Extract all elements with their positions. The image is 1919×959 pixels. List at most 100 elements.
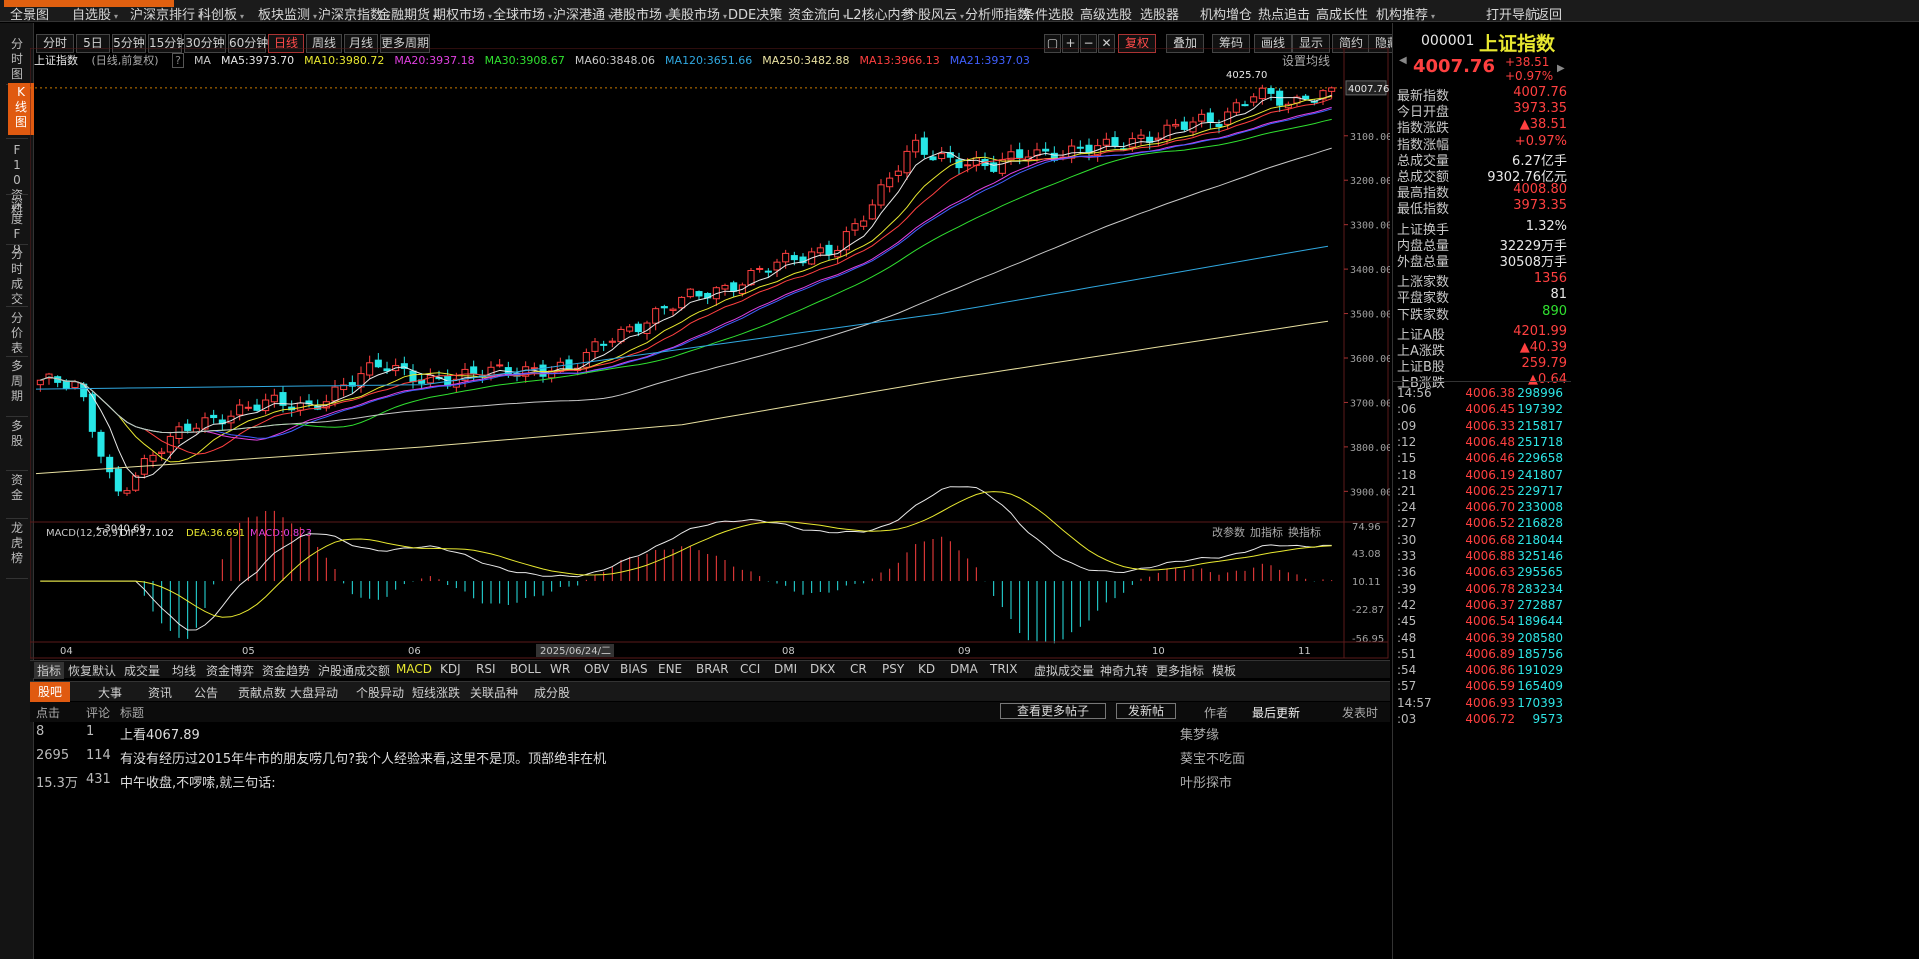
candle-body bbox=[88, 393, 96, 432]
indicator-tab-12[interactable]: OBV bbox=[584, 662, 610, 676]
indicator-tab-27[interactable]: 模板 bbox=[1212, 664, 1237, 678]
menu-item-15[interactable]: 个股风云 ▾ bbox=[905, 4, 964, 23]
indicator-tab-2[interactable]: 成交量 bbox=[124, 664, 161, 678]
indicator-tab-25[interactable]: 神奇九转 bbox=[1100, 664, 1149, 678]
left-tab-9[interactable]: 龙虎榜 bbox=[6, 519, 28, 575]
post-author[interactable]: 集梦缘 bbox=[1180, 728, 1220, 743]
menu-item-3[interactable]: 科创板 ▾ bbox=[198, 4, 244, 23]
indicator-tab-18[interactable]: DKX bbox=[810, 662, 836, 676]
indicator-tab-9[interactable]: RSI bbox=[476, 662, 496, 676]
bottom-tab-8[interactable]: 关联品种 bbox=[470, 686, 519, 700]
menu-item-10[interactable]: 港股市场 ▾ bbox=[610, 4, 669, 23]
menu-item-5[interactable]: 沪深京指数 ▾ bbox=[318, 4, 390, 23]
post-row[interactable]: 15.3万 431 中午收盘,不啰嗦,就三句话: 叶彤探市 bbox=[30, 772, 1380, 792]
left-tab-5[interactable]: 分价表 bbox=[6, 309, 28, 355]
menu-item-17[interactable]: 条件选股 bbox=[1022, 4, 1074, 23]
indicator-tab-17[interactable]: DMI bbox=[774, 662, 798, 676]
menu-item-14[interactable]: L2核心内参 bbox=[846, 4, 914, 23]
indicator-tab-13[interactable]: BIAS bbox=[620, 662, 648, 676]
indicator-tab-26[interactable]: 更多指标 bbox=[1156, 664, 1205, 678]
menu-item-11[interactable]: 美股市场 ▾ bbox=[668, 4, 727, 23]
left-tab-8[interactable]: 资金 bbox=[6, 471, 28, 515]
post-title[interactable]: 上看4067.89 bbox=[120, 728, 200, 743]
left-tab-6[interactable]: 多周期 bbox=[6, 357, 28, 413]
left-tab-2[interactable]: F10资料 bbox=[6, 141, 28, 217]
menu-item-6[interactable]: 金融期货 ▾ bbox=[378, 4, 437, 23]
left-tab-label: 分时图 bbox=[10, 37, 23, 81]
menu-item-16[interactable]: 分析师指数 bbox=[965, 4, 1030, 23]
indicator-tab-0[interactable]: 指标 bbox=[34, 662, 65, 679]
macd-button-0[interactable]: 改参数 bbox=[1212, 525, 1245, 539]
bottom-tab-6[interactable]: 个股异动 bbox=[356, 686, 405, 700]
indicator-tab-5[interactable]: 资金趋势 bbox=[262, 664, 311, 678]
menu-item-20[interactable]: 机构增仓 bbox=[1200, 4, 1252, 23]
bottom-tab-7[interactable]: 短线涨跌 bbox=[412, 686, 461, 700]
bottom-tab-4[interactable]: 贡献点数 bbox=[238, 686, 287, 700]
menu-item-25[interactable]: 返回 bbox=[1536, 4, 1562, 23]
menu-item-12[interactable]: DDE决策 bbox=[728, 4, 782, 23]
macd-button-2[interactable]: 换指标 bbox=[1288, 525, 1321, 539]
post-row[interactable]: 8 1 上看4067.89 集梦缘 bbox=[30, 724, 1380, 744]
indicator-tab-8[interactable]: KDJ bbox=[440, 662, 461, 676]
settings-icon[interactable]: ? bbox=[172, 53, 184, 68]
menu-item-13[interactable]: 资金流向 ▾ bbox=[788, 4, 847, 23]
menu-item-4[interactable]: 板块监测 ▾ bbox=[258, 4, 317, 23]
menu-item-23[interactable]: 机构推荐 ▾ bbox=[1376, 4, 1435, 23]
indicator-tab-6[interactable]: 沪股通成交额 bbox=[318, 664, 391, 678]
indicator-tab-15[interactable]: BRAR bbox=[696, 662, 729, 676]
menu-item-8[interactable]: 全球市场 ▾ bbox=[493, 4, 552, 23]
left-tab-3[interactable]: 深度F9 bbox=[6, 195, 28, 256]
left-tab-0[interactable]: 分时图 bbox=[6, 35, 28, 81]
left-tab-4[interactable]: 分时成交 bbox=[6, 245, 28, 306]
menu-item-22[interactable]: 高成长性 bbox=[1316, 4, 1368, 23]
bottom-tab-5[interactable]: 大盘异动 bbox=[290, 686, 339, 700]
bottom-tab-1[interactable]: 大事 bbox=[98, 686, 123, 700]
menu-item-label: 全景图 bbox=[10, 8, 50, 23]
menu-item-19[interactable]: 选股器 bbox=[1140, 4, 1179, 23]
next-arrow-icon[interactable]: ▶ bbox=[1557, 63, 1565, 74]
kline-chart[interactable]: 3900.00 3800.00 3700.00 3600.00 3500.00 3400.… bbox=[30, 48, 1390, 660]
menu-item-1[interactable]: 自选股 ▾ bbox=[72, 4, 118, 23]
indicator-tab-4[interactable]: 资金博弈 bbox=[206, 664, 255, 678]
header-latest[interactable]: 最后更新 bbox=[1252, 706, 1301, 720]
indicator-tab-23[interactable]: TRIX bbox=[990, 662, 1018, 676]
menu-item-7[interactable]: 期权市场 ▾ bbox=[433, 4, 492, 23]
indicator-tab-20[interactable]: PSY bbox=[882, 662, 905, 676]
indicator-tab-11[interactable]: WR bbox=[550, 662, 571, 676]
bottom-tab-2[interactable]: 资讯 bbox=[148, 686, 173, 700]
indicator-tab-22[interactable]: DMA bbox=[950, 662, 978, 676]
post-row[interactable]: 2695 114 有没有经历过2015年牛市的朋友唠几句?我个人经验来看,这里不是顶… bbox=[30, 748, 1380, 768]
new-post-button[interactable]: 发新帖 bbox=[1116, 703, 1176, 719]
macd-button-1[interactable]: 加指标 bbox=[1250, 525, 1283, 539]
post-author[interactable]: 葵宝不吃面 bbox=[1180, 752, 1246, 767]
post-title[interactable]: 有没有经历过2015年牛市的朋友唠几句?我个人经验来看,这里不是顶。顶部绝非在机 bbox=[120, 752, 607, 767]
left-tab-label: 分价表 bbox=[10, 311, 23, 355]
indicator-tab-7[interactable]: MACD bbox=[396, 662, 432, 676]
bottom-tab-0[interactable]: 股吧 bbox=[30, 682, 71, 702]
indicator-tab-1[interactable]: 恢复默认 bbox=[68, 664, 117, 678]
more-posts-button[interactable]: 查看更多帖子 bbox=[1000, 703, 1106, 719]
menu-item-21[interactable]: 热点追击 bbox=[1258, 4, 1310, 23]
left-tab-7[interactable]: 多股 bbox=[6, 417, 28, 467]
bottom-tab-9[interactable]: 成分股 bbox=[534, 686, 571, 700]
candle-body bbox=[851, 223, 859, 231]
menu-item-9[interactable]: 沪深港通 ▾ bbox=[553, 4, 612, 23]
post-author[interactable]: 叶彤探市 bbox=[1180, 776, 1233, 791]
menu-item-2[interactable]: 沪深京排行 ▾ bbox=[130, 4, 202, 23]
set-ma-button[interactable]: 设置均线 bbox=[1282, 54, 1331, 68]
indicator-tab-16[interactable]: CCI bbox=[740, 662, 761, 676]
date-cursor-box bbox=[536, 644, 614, 657]
post-title[interactable]: 中午收盘,不啰嗦,就三句话: bbox=[120, 776, 276, 791]
tick-time: :42 bbox=[1397, 597, 1417, 612]
bottom-tab-3[interactable]: 公告 bbox=[194, 686, 219, 700]
indicator-tab-10[interactable]: BOLL bbox=[510, 662, 541, 676]
indicator-tab-21[interactable]: KD bbox=[918, 662, 936, 676]
menu-item-24[interactable]: 打开导航 bbox=[1486, 4, 1538, 23]
menu-item-0[interactable]: 全景图 bbox=[10, 4, 49, 23]
indicator-tab-14[interactable]: ENE bbox=[658, 662, 683, 676]
indicator-tab-19[interactable]: CR bbox=[850, 662, 867, 676]
menu-item-18[interactable]: 高级选股 bbox=[1080, 4, 1132, 23]
indicator-tab-3[interactable]: 均线 bbox=[172, 664, 197, 678]
prev-arrow-icon[interactable]: ◀ bbox=[1399, 55, 1407, 66]
indicator-tab-24[interactable]: 虚拟成交量 bbox=[1034, 664, 1095, 678]
